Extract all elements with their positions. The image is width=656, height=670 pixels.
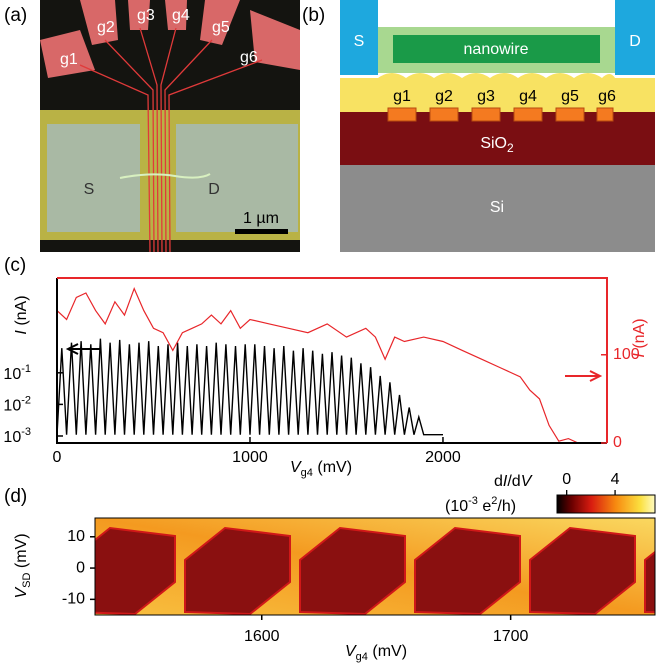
gate-label: g3 — [477, 88, 495, 105]
gates — [387, 107, 614, 122]
source-pad — [47, 124, 140, 232]
gate-label: g1 — [393, 88, 411, 105]
si-layer — [340, 165, 655, 252]
x-tick-label: 0 — [53, 449, 62, 466]
nanowire — [119, 173, 211, 179]
gate-label: g6 — [598, 88, 616, 105]
colorbar — [556, 494, 656, 514]
y-tick-label: 10-3 — [3, 426, 31, 446]
x-tick-label: 2000 — [425, 449, 461, 466]
y2-tick-label: 0 — [613, 434, 622, 451]
nanowire-label: nanowire — [464, 41, 529, 58]
gate-label: g2 — [435, 88, 453, 105]
substrate-label: Si — [490, 199, 504, 216]
oxide-label: SiO2 — [480, 135, 514, 155]
drain-contact — [615, 0, 655, 75]
y2-axis-label: I (nA) — [631, 318, 648, 357]
source-contact — [340, 0, 378, 75]
colorbar-tick-label: 0 — [562, 471, 571, 488]
y-tick-label: 10 — [67, 528, 85, 545]
gate-label: g5 — [212, 19, 230, 36]
dielectric-layer — [340, 78, 655, 112]
x-tick-label: 1600 — [244, 628, 280, 645]
device-diagram: S D nanowire g1 g2 g3 g4 g5 g6 SiO2 Si — [340, 0, 655, 252]
gate-label: g2 — [97, 19, 115, 36]
axis-frame — [57, 277, 608, 443]
gate-label: g1 — [60, 51, 78, 68]
source-label: S — [84, 181, 95, 198]
gate-label: g6 — [240, 49, 258, 66]
drain-label: D — [629, 33, 641, 50]
data-line — [56, 338, 443, 436]
axis-arrow — [565, 370, 603, 382]
dielectric-bumps — [378, 73, 615, 78]
x-tick-label: 1700 — [493, 628, 529, 645]
gate-fingers — [79, 27, 263, 253]
gate-label: g3 — [137, 7, 155, 24]
x-axis-label: Vg4 (mV) — [345, 643, 407, 663]
y-axis-label: VSD (mV) — [13, 533, 33, 598]
panel-label: (d) — [4, 486, 27, 507]
drain-label: D — [208, 181, 220, 198]
y-tick-label: 0 — [76, 559, 85, 576]
panel-label: (b) — [302, 5, 325, 26]
x-axis-label: Vg4 (mV) — [290, 459, 352, 479]
scale-bar — [235, 229, 288, 234]
source-label: S — [354, 33, 365, 50]
colorbar-tick-label: 4 — [611, 471, 620, 488]
scale-label: 1 µm — [243, 210, 279, 227]
y-tick-label: 10-1 — [3, 363, 31, 383]
axis-arrow — [65, 343, 100, 355]
gate-label: g4 — [172, 7, 190, 24]
panel-label: (c) — [4, 255, 26, 276]
micrograph: 1 µm g1 g2 g3 g4 g5 g6 S D — [40, 0, 300, 253]
colorbar-title: dI/dV — [494, 473, 533, 490]
y-tick-label: -10 — [62, 591, 85, 608]
y2-tick-label: 100 — [613, 346, 640, 363]
panel-label: (a) — [4, 5, 27, 26]
y-tick-label: 10-2 — [3, 394, 31, 414]
heatmap — [95, 518, 655, 615]
nanowire-core — [393, 35, 600, 63]
gate-label: g5 — [561, 88, 579, 105]
colorbar-unit: (10-3 e2/h) — [445, 495, 516, 515]
x-tick-label: 1000 — [232, 449, 268, 466]
heatmap-frame — [94, 517, 656, 616]
gate-pads — [40, 0, 300, 78]
y-axis-label: I (nA) — [13, 295, 30, 334]
gate-label: g4 — [519, 88, 537, 105]
data-line — [56, 286, 579, 444]
